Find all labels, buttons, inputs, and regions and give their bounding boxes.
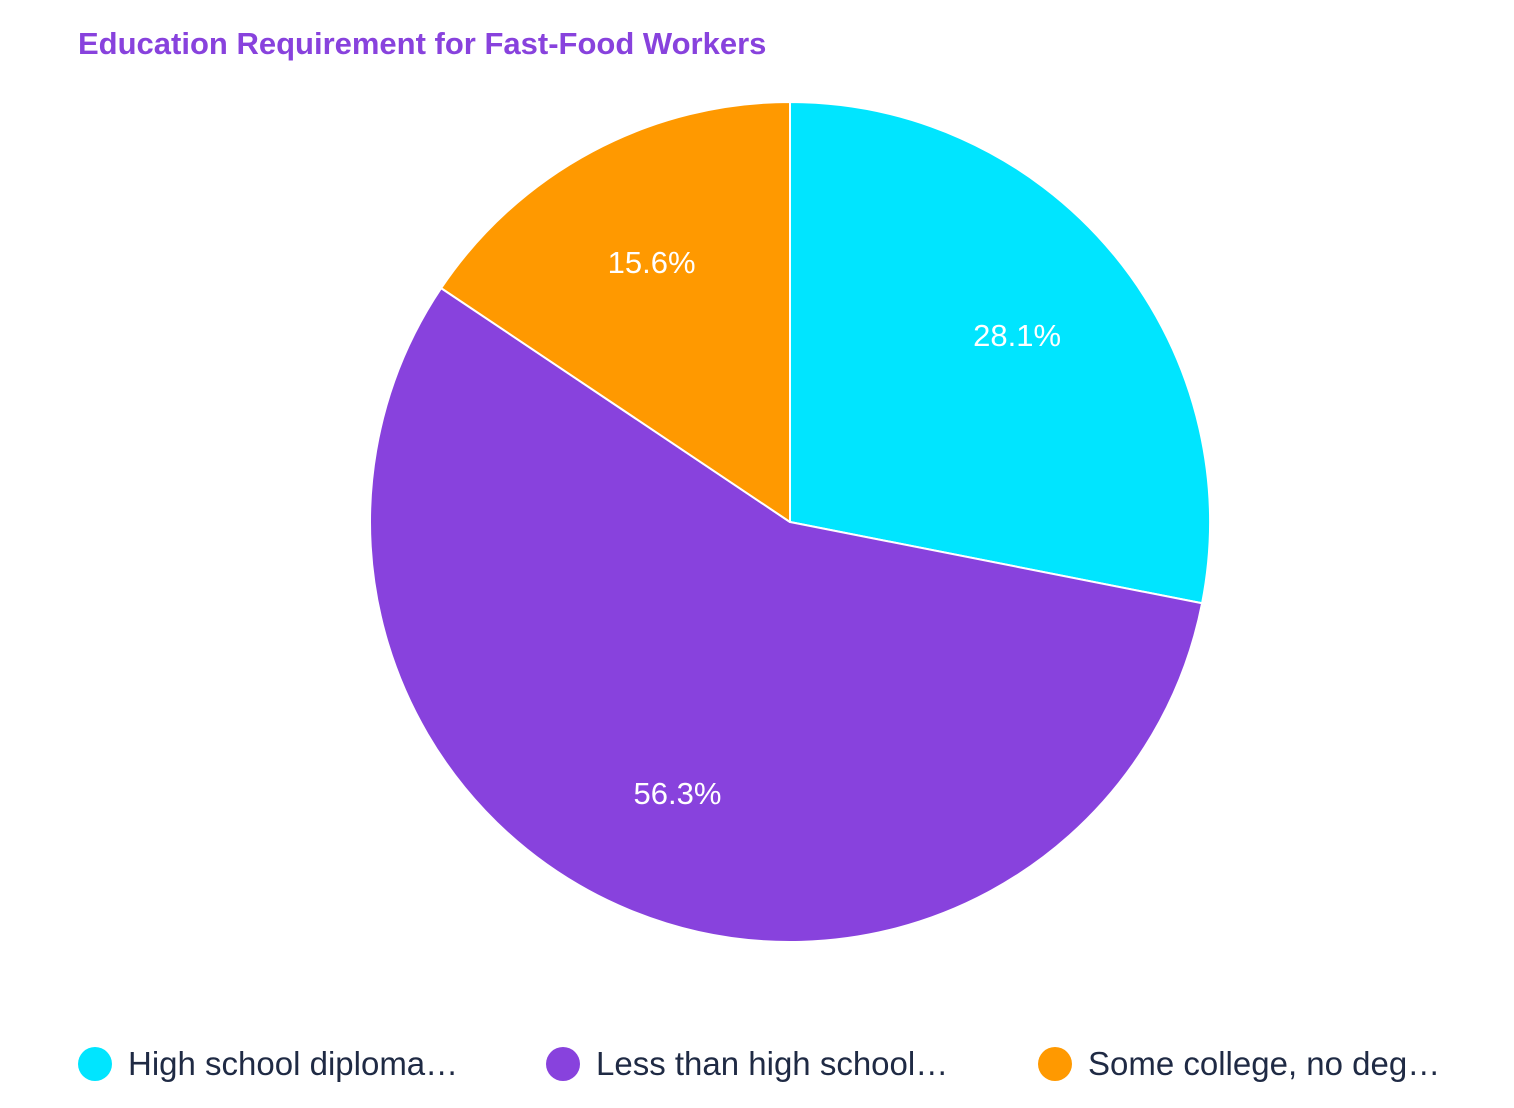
- pie-slice-high-school-diploma[interactable]: [789, 101, 1211, 605]
- legend-label-less-than-high-school: Less than high school…: [596, 1045, 949, 1082]
- legend-item-high-school-diploma[interactable]: High school diploma…: [78, 1040, 458, 1088]
- legend-label-high-school-diploma: High school diploma…: [128, 1045, 459, 1082]
- slice-label-some-college-no-deg: 15.6%: [608, 245, 696, 280]
- legend-swatch-some-college: [1038, 1047, 1072, 1081]
- slice-label-high-school-diploma: 28.1%: [973, 318, 1061, 353]
- legend: High school diploma… Less than high scho…: [0, 1040, 1514, 1088]
- legend-swatch-high-school-diploma: [78, 1047, 112, 1081]
- legend-item-some-college[interactable]: Some college, no deg…: [1038, 1040, 1440, 1088]
- pie-chart: 28.1% 56.3% 15.6%: [369, 101, 1211, 943]
- pie-slice-less-than-high-school[interactable]: [369, 287, 1204, 943]
- slice-label-less-than-high-school: 56.3%: [634, 776, 722, 811]
- chart-title: Education Requirement for Fast-Food Work…: [78, 26, 767, 61]
- pie-slice-some-college-no-deg[interactable]: [440, 101, 791, 523]
- legend-item-less-than-high-school[interactable]: Less than high school…: [546, 1040, 948, 1088]
- legend-label-some-college: Some college, no deg…: [1088, 1045, 1441, 1082]
- legend-swatch-less-than-high-school: [546, 1047, 580, 1081]
